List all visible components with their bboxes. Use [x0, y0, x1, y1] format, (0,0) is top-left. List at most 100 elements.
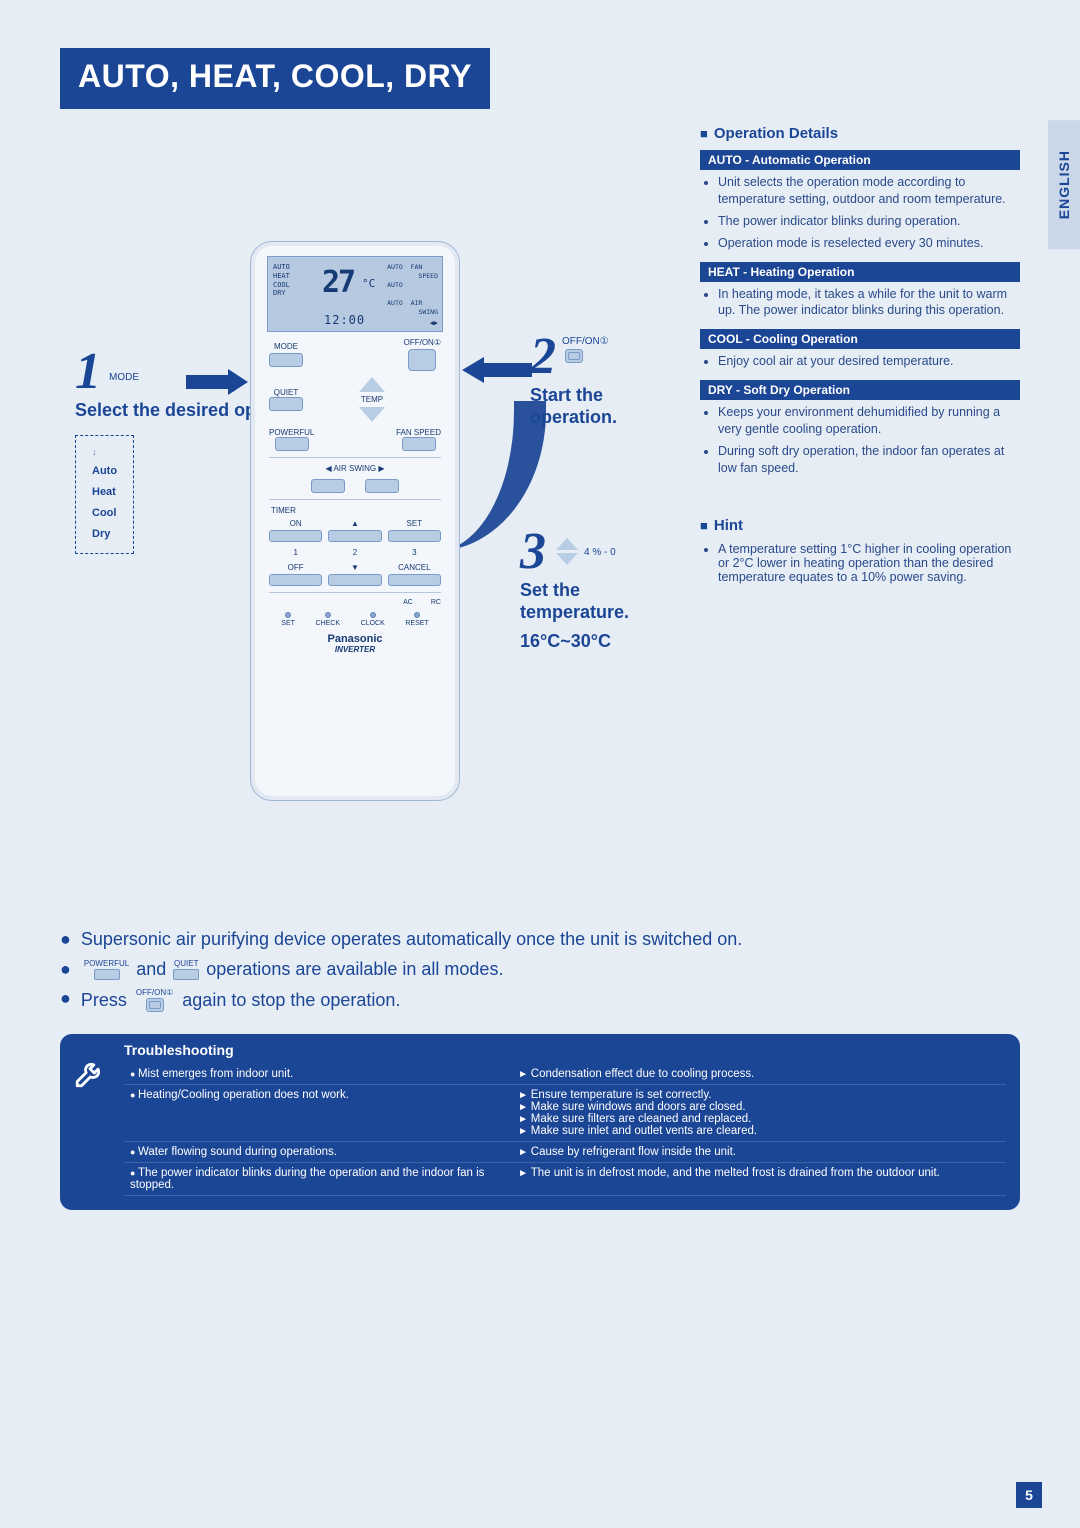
trouble-solution: Ensure temperature is set correctly.Make…	[512, 1085, 1006, 1142]
remote-fanspeed-label: FAN SPEED	[396, 428, 441, 437]
mode-bullet: During soft dry operation, the indoor fa…	[718, 443, 1020, 477]
remote-ac-label: AC	[403, 599, 413, 606]
hint-header: Hint	[700, 517, 1020, 534]
remote-timer-up[interactable]	[328, 530, 381, 542]
remote-reset-label: RESET	[405, 620, 428, 627]
mode-list-dry: Dry	[90, 524, 117, 545]
right-column: Operation Details AUTO - Automatic Opera…	[700, 121, 1020, 901]
wrench-icon	[70, 1042, 110, 1196]
remote-airswing-left[interactable]	[311, 479, 345, 493]
step-3: 3 4 % - 0 Set the temperature. 16°C~30°C	[520, 531, 660, 652]
step2-label: OFF/ON①	[562, 336, 609, 347]
operation-details-header: Operation Details	[700, 125, 1020, 142]
temp-arrows-icon	[556, 538, 578, 565]
lcd-temperature: 27	[322, 265, 354, 300]
table-row: Water ﬂowing sound during operations.Cau…	[124, 1142, 1006, 1163]
mode-bullet: The power indicator blinks during operat…	[718, 213, 1020, 230]
mode-bullet: In heating mode, it takes a while for th…	[718, 286, 1020, 320]
step3-range: 16°C~30°C	[520, 630, 660, 653]
diagram-area: 1 MODE Select the desired operation. ↓ A…	[60, 121, 682, 901]
page: ENGLISH AUTO, HEAT, COOL, DRY 1 MODE Sel…	[0, 0, 1080, 1528]
mode-list-auto: Auto	[90, 461, 117, 482]
remote-offon-label: OFF/ON①	[404, 338, 441, 347]
mode-block: DRY - Soft Dry OperationKeeps your envir…	[700, 380, 1020, 477]
remote-check-label: CHECK	[316, 620, 341, 627]
troubleshooting-header: Troubleshooting	[124, 1042, 1006, 1058]
language-tab: ENGLISH	[1048, 120, 1080, 249]
remote-fanspeed-button[interactable]	[402, 437, 436, 451]
remote-off-label: OFF	[288, 563, 304, 572]
hint-bullet: A temperature setting 1°C higher in cool…	[718, 542, 1020, 584]
remote-on-label: ON	[290, 519, 302, 528]
remote-offon-button[interactable]	[408, 349, 436, 371]
remote-quiet-button[interactable]	[269, 397, 303, 411]
trouble-solution: Cause by refrigerant ﬂow inside the unit…	[512, 1142, 1006, 1163]
remote-set-button[interactable]	[388, 530, 441, 542]
page-number: 5	[1016, 1482, 1042, 1508]
remote-illustration: AUTO HEAT COOL DRY 27 °C AUTO FAN SPEED …	[250, 241, 460, 801]
remote-on-button[interactable]	[269, 530, 322, 542]
mode-bullet: Operation mode is reselected every 30 mi…	[718, 235, 1020, 252]
mode-bullet: Unit selects the operation mode accordin…	[718, 174, 1020, 208]
mode-block: COOL - Cooling Operation Enjoy cool air a…	[700, 329, 1020, 370]
remote-n3: 3	[412, 548, 416, 557]
remote-check-pin[interactable]	[325, 612, 331, 618]
trouble-problem: The power indicator blinks during the op…	[124, 1163, 512, 1196]
step3-caption: Set the temperature.	[520, 579, 660, 624]
step2-caption: Start the operation.	[530, 384, 660, 429]
remote-quiet-label: QUIET	[274, 388, 298, 397]
remote-cancel-button[interactable]	[388, 574, 441, 586]
notes-section: ●Supersonic air purifying device operate…	[60, 929, 1020, 1012]
remote-powerful-button[interactable]	[275, 437, 309, 451]
mode-block-title: AUTO - Automatic Operation	[700, 150, 1020, 170]
pointer-step2	[462, 357, 532, 383]
table-row: The power indicator blinks during the op…	[124, 1163, 1006, 1196]
troubleshooting-panel: Troubleshooting Mist emerges from indoor…	[60, 1034, 1020, 1210]
title-banner: AUTO, HEAT, COOL, DRY	[60, 48, 490, 109]
remote-temp-controls[interactable]: TEMP	[359, 377, 385, 422]
remote-reset-pin[interactable]	[414, 612, 420, 618]
troubleshooting-table: Mist emerges from indoor unit.Condensati…	[124, 1064, 1006, 1196]
note-3a: Press	[81, 990, 127, 1011]
note-2b: operations are available in all modes.	[206, 959, 503, 980]
remote-set-label: SET	[407, 519, 423, 528]
step-2: 2 OFF/ON① Start the operation.	[530, 336, 660, 429]
mode-list-cool: Cool	[90, 503, 117, 524]
remote-airswing-label: AIR SWING	[333, 464, 376, 473]
remote-airswing-right[interactable]	[365, 479, 399, 493]
lcd-modes: AUTO HEAT COOL DRY	[273, 263, 290, 298]
trouble-problem: Heating/Cooling operation does not work.	[124, 1085, 512, 1142]
lcd-clock: 12:00	[324, 313, 365, 327]
table-row: Mist emerges from indoor unit.Condensati…	[124, 1064, 1006, 1085]
step1-label: MODE	[109, 372, 139, 383]
remote-lcd: AUTO HEAT COOL DRY 27 °C AUTO FAN SPEED …	[267, 256, 443, 332]
mode-block: HEAT - Heating OperationIn heating mode,…	[700, 262, 1020, 320]
remote-off-button[interactable]	[269, 574, 322, 586]
remote-timer-down[interactable]	[328, 574, 381, 586]
mode-block-title: COOL - Cooling Operation	[700, 329, 1020, 349]
note-3b: again to stop the operation.	[182, 990, 400, 1011]
note-2a: and	[136, 959, 166, 980]
trouble-problem: Mist emerges from indoor unit.	[124, 1064, 512, 1085]
step3-label: 4 % - 0	[584, 547, 616, 558]
remote-powerful-label: POWERFUL	[269, 428, 314, 437]
note-1: Supersonic air purifying device operates…	[81, 929, 742, 950]
step3-number: 3	[520, 531, 546, 573]
remote-clock-pin[interactable]	[370, 612, 376, 618]
remote-set-pin[interactable]	[285, 612, 291, 618]
mode-block: AUTO - Automatic Operation Unit selects t…	[700, 150, 1020, 252]
remote-n1: 1	[293, 548, 297, 557]
remote-setb-label: SET	[281, 620, 295, 627]
remote-n2: 2	[353, 548, 357, 557]
remote-inverter: INVERTER	[261, 645, 449, 654]
remote-clock-label: CLOCK	[361, 620, 385, 627]
powerful-btn-icon: POWERFUL	[84, 959, 129, 980]
remote-cancel-label: CANCEL	[398, 563, 430, 572]
step2-number: 2	[530, 336, 556, 378]
table-row: Heating/Cooling operation does not work.…	[124, 1085, 1006, 1142]
remote-temp-label: TEMP	[361, 395, 383, 404]
mode-bullet: Enjoy cool air at your desired temperatu…	[718, 353, 1020, 370]
lcd-unit: °C	[362, 277, 375, 290]
remote-mode-button[interactable]	[269, 353, 303, 367]
mode-list-heat: Heat	[90, 482, 117, 503]
